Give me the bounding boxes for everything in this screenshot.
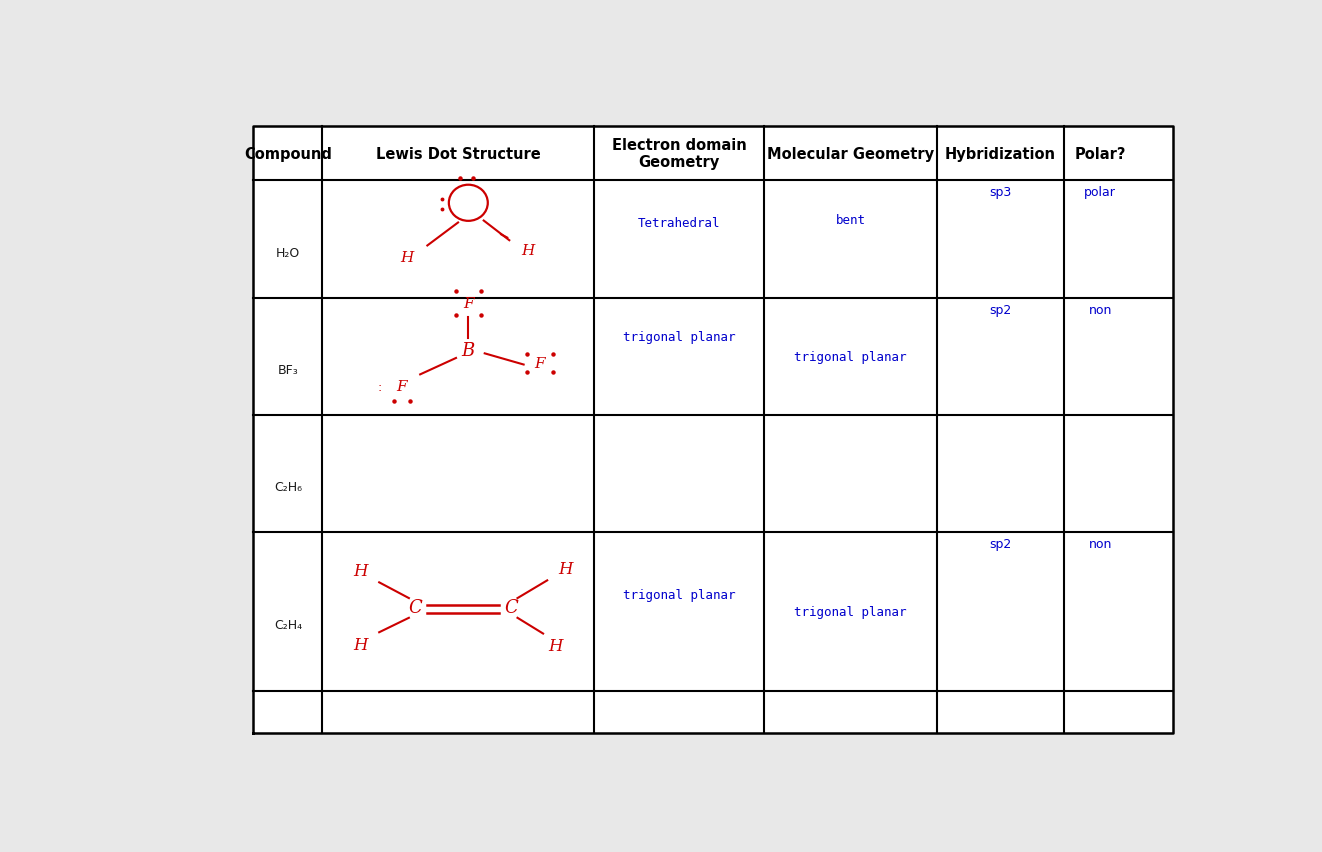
Text: sp2: sp2 <box>989 538 1011 550</box>
Text: trigonal planar: trigonal planar <box>623 331 735 344</box>
Text: H₂O: H₂O <box>276 246 300 259</box>
Text: sp2: sp2 <box>989 304 1011 317</box>
Text: non: non <box>1088 304 1112 317</box>
Text: :: : <box>377 380 381 394</box>
Text: Lewis Dot Structure: Lewis Dot Structure <box>375 147 541 161</box>
Text: C₂H₄: C₂H₄ <box>274 619 301 631</box>
Text: H: H <box>353 636 368 653</box>
Text: trigonal planar: trigonal planar <box>795 351 907 364</box>
Text: Compound: Compound <box>245 147 332 161</box>
Text: F: F <box>463 296 473 310</box>
Text: trigonal planar: trigonal planar <box>623 589 735 602</box>
Text: Tetrahedral: Tetrahedral <box>637 216 720 230</box>
Text: H: H <box>558 561 572 578</box>
Text: B: B <box>461 342 475 360</box>
Text: H: H <box>353 562 368 579</box>
Text: Molecular Geometry: Molecular Geometry <box>767 147 935 161</box>
Text: bent: bent <box>836 214 866 227</box>
Bar <box>254 127 1174 734</box>
Text: F: F <box>397 380 407 394</box>
Text: H: H <box>401 250 414 264</box>
Text: Electron domain
Geometry: Electron domain Geometry <box>612 138 746 170</box>
Text: Hybridization: Hybridization <box>945 147 1056 161</box>
Text: C₂H₆: C₂H₆ <box>274 481 301 493</box>
Text: trigonal planar: trigonal planar <box>795 605 907 618</box>
Text: F: F <box>534 357 546 371</box>
Text: BF₃: BF₃ <box>278 364 299 377</box>
Text: H: H <box>521 244 534 258</box>
Text: Polar?: Polar? <box>1075 147 1126 161</box>
Text: C: C <box>408 599 422 617</box>
Text: sp3: sp3 <box>989 186 1011 199</box>
Text: non: non <box>1088 538 1112 550</box>
Text: H: H <box>549 637 563 654</box>
Text: polar: polar <box>1084 186 1116 199</box>
Text: C: C <box>504 599 518 617</box>
